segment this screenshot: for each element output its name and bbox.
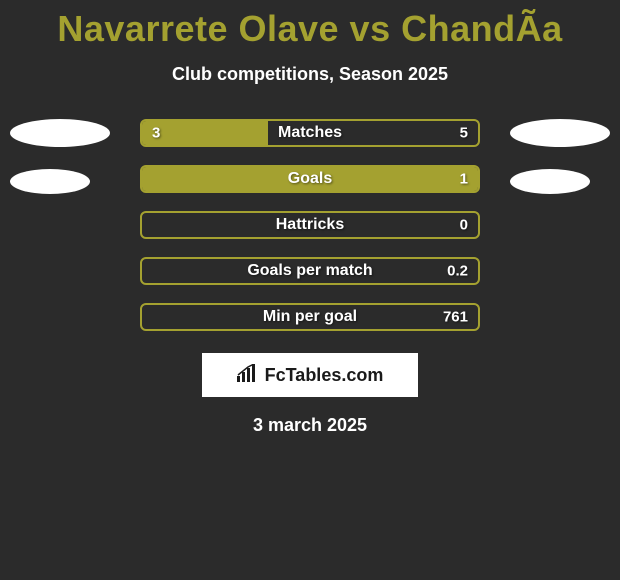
stat-right-value: 761 (443, 309, 468, 326)
avatar (10, 169, 90, 194)
stat-fill-left (142, 121, 268, 145)
avatar (510, 119, 610, 147)
stat-label: Hattricks (142, 216, 478, 234)
stat-label: Min per goal (142, 308, 478, 326)
date: 3 march 2025 (0, 415, 620, 436)
avatars-right (510, 119, 610, 194)
page-title: Navarrete Olave vs ChandÃ­a (0, 0, 620, 50)
bar-chart-icon (237, 364, 259, 387)
watermark-text: FcTables.com (265, 365, 384, 386)
avatars-left (10, 119, 110, 194)
subtitle: Club competitions, Season 2025 (0, 64, 620, 85)
stat-row: Min per goal761 (140, 303, 480, 331)
stat-row: 3Matches5 (140, 119, 480, 147)
stat-row: Goals per match0.2 (140, 257, 480, 285)
stat-right-value: 5 (460, 125, 468, 142)
stat-rows: 3Matches5 Goals1 Hattricks0 Goals per match… (140, 119, 480, 331)
stat-label: Goals per match (142, 262, 478, 280)
watermark: FcTables.com (202, 353, 418, 397)
avatar (510, 169, 590, 194)
stat-row: Hattricks0 (140, 211, 480, 239)
stat-right-value: 0 (460, 217, 468, 234)
stats-block: 3Matches5 Goals1 Hattricks0 Goals per match… (0, 119, 620, 331)
stat-row: Goals1 (140, 165, 480, 193)
stat-right-value: 0.2 (447, 263, 468, 280)
avatar (10, 119, 110, 147)
stat-fill-right (142, 167, 478, 191)
